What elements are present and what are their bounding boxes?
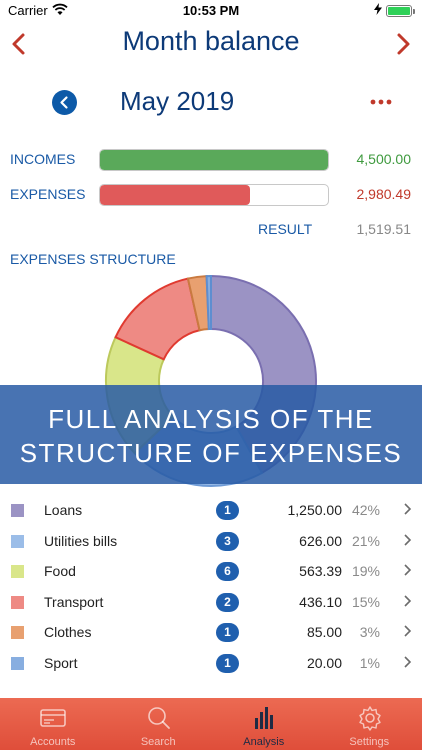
category-label: Clothes [44, 624, 92, 640]
expenses-bar-fill [100, 185, 251, 205]
category-amount: 85.00 [306, 624, 342, 640]
chevron-right-icon [404, 655, 412, 668]
chevron-left-icon [60, 96, 68, 109]
tab-settings[interactable]: Settings [317, 698, 422, 750]
month-title: May 2019 [120, 86, 235, 116]
incomes-bar [99, 149, 329, 171]
page-title: Month balance [122, 26, 300, 56]
category-amount: 436.10 [299, 593, 342, 610]
battery-icon [386, 5, 415, 17]
wifi-icon [52, 3, 68, 15]
category-label: Food [44, 563, 76, 579]
tab-search[interactable]: Search [106, 698, 212, 750]
category-label: Loans [44, 502, 83, 518]
incomes-value: 4,500.00 [356, 151, 412, 167]
transaction-count-badge: 3 [216, 531, 239, 551]
carrier-label: Carrier [8, 3, 48, 18]
list-item[interactable]: Utilities bills 3 626.00 21% [0, 527, 422, 558]
status-time: 10:53 PM [182, 3, 240, 18]
category-color-swatch [11, 504, 24, 517]
category-percent: 19% [351, 563, 380, 579]
transaction-count-badge: 1 [216, 501, 239, 520]
incomes-label: INCOMES [10, 151, 76, 167]
category-percent: 15% [351, 593, 380, 610]
category-percent: 42% [351, 502, 380, 518]
transaction-count-badge: 2 [216, 592, 239, 612]
tab-label: Analysis [243, 736, 285, 748]
analysis-bars-icon [255, 707, 273, 729]
expenses-structure-title: EXPENSES STRUCTURE [10, 251, 176, 267]
list-item[interactable]: Food 6 563.39 19% [0, 557, 422, 588]
category-color-swatch [11, 656, 24, 670]
previous-month-button[interactable] [52, 90, 77, 115]
category-percent: 3% [359, 624, 380, 640]
tab-label: Accounts [30, 736, 76, 748]
chevron-right-icon [404, 625, 412, 637]
tab-bar: Accounts Search Analysis Settings [0, 698, 422, 750]
expenses-bar [99, 184, 329, 206]
chevron-right-icon [404, 533, 412, 546]
accounts-card-icon [40, 709, 66, 727]
category-label: Utilities bills [44, 532, 118, 549]
chevron-right-icon [404, 564, 412, 576]
chevron-right-icon[interactable] [390, 28, 416, 60]
transaction-count-badge: 6 [216, 562, 239, 581]
list-item[interactable]: Loans 1 1,250.00 42% [0, 496, 422, 527]
category-label: Sport [44, 654, 78, 671]
category-color-swatch [11, 595, 24, 609]
category-color-swatch [11, 534, 24, 548]
list-item[interactable]: Sport 1 20.00 1% [0, 649, 422, 680]
status-bar: Carrier 10:53 PM [0, 0, 422, 22]
expenses-label: EXPENSES [10, 186, 86, 202]
category-color-swatch [11, 565, 24, 578]
category-amount: 626.00 [299, 532, 342, 549]
category-amount: 563.39 [299, 563, 342, 579]
banner-line-1: FULL ANALYSIS OF THE [48, 404, 374, 434]
category-amount: 20.00 [306, 654, 342, 671]
chevron-right-icon [404, 503, 412, 515]
tab-label: Settings [349, 736, 390, 748]
tab-label: Search [140, 736, 176, 748]
chevron-left-icon[interactable] [6, 28, 32, 60]
list-item[interactable]: Clothes 1 85.00 3% [0, 618, 422, 649]
category-label: Transport [44, 593, 104, 610]
result-label: RESULT [258, 221, 313, 237]
category-percent: 1% [359, 654, 380, 671]
promo-banner: FULL ANALYSIS OF THE STRUCTURE OF EXPENS… [0, 385, 422, 484]
tab-analysis[interactable]: Analysis [211, 698, 317, 750]
category-percent: 21% [351, 532, 380, 549]
donut-slice-sport [205, 274, 212, 331]
chevron-right-icon [404, 594, 412, 607]
result-value: 1,519.51 [356, 221, 412, 237]
search-icon [147, 707, 170, 729]
transaction-count-badge: 1 [216, 623, 239, 642]
transaction-count-badge: 1 [216, 653, 239, 673]
gear-icon [358, 706, 381, 731]
banner-line-2: STRUCTURE OF EXPENSES [19, 438, 403, 468]
list-item[interactable]: Transport 2 436.10 15% [0, 588, 422, 619]
tab-accounts[interactable]: Accounts [0, 698, 106, 750]
expenses-value: 2,980.49 [356, 186, 412, 202]
more-options-icon[interactable] [370, 98, 392, 106]
charging-bolt-icon [374, 3, 382, 15]
incomes-bar-fill [100, 150, 328, 170]
category-color-swatch [11, 626, 24, 639]
category-amount: 1,250.00 [287, 502, 343, 518]
category-list: Loans 1 1,250.00 42% Utilities bills 3 6… [0, 496, 422, 679]
